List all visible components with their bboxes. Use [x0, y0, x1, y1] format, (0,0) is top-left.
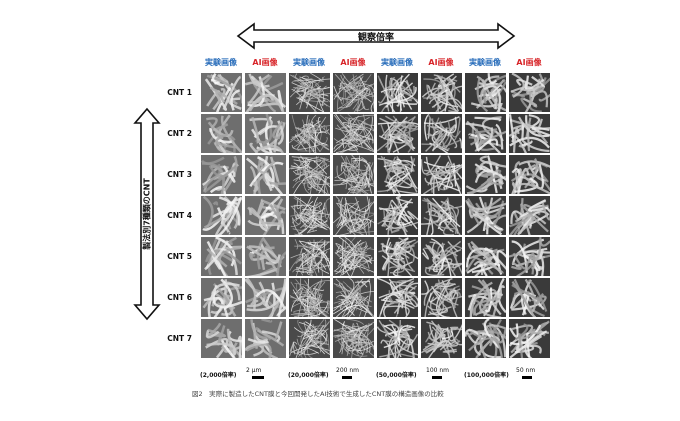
magnification-axis-label: 観察倍率: [357, 33, 394, 43]
sem-image-ai-r6-c8: [508, 277, 551, 318]
sem-image-exp-r1-c3: [288, 72, 331, 113]
sem-image-exp-r7-c7: [464, 318, 507, 359]
magnification-label-4: (100,000倍率): [464, 372, 509, 379]
sem-image-exp-r2-c7: [464, 113, 507, 154]
sem-image-exp-r2-c1: [200, 113, 243, 154]
sem-image-grid: [200, 72, 551, 362]
sem-image-exp-r4-c7: [464, 195, 507, 236]
row-label-3: CNT 3: [167, 170, 192, 179]
sem-image-exp-r6-c3: [288, 277, 331, 318]
column-header-1: 実験画像: [205, 58, 237, 67]
row-label-6: CNT 6: [167, 293, 192, 302]
scale-bar-2: [342, 376, 352, 379]
sem-image-exp-r4-c5: [376, 195, 419, 236]
sem-image-ai-r6-c2: [244, 277, 287, 318]
sem-image-exp-r6-c1: [200, 277, 243, 318]
sem-image-ai-r1-c6: [420, 72, 463, 113]
row-label-5: CNT 5: [167, 252, 192, 261]
sem-image-ai-r3-c2: [244, 154, 287, 195]
sem-image-ai-r7-c8: [508, 318, 551, 359]
sem-image-ai-r7-c4: [332, 318, 375, 359]
scale-bar-3: [432, 376, 442, 379]
sem-image-ai-r7-c2: [244, 318, 287, 359]
sem-image-exp-r5-c7: [464, 236, 507, 277]
column-header-5: 実験画像: [381, 58, 413, 67]
sem-image-exp-r7-c1: [200, 318, 243, 359]
scale-bar-label-4: 50 nm: [516, 367, 536, 374]
sem-image-ai-r3-c8: [508, 154, 551, 195]
sem-image-ai-r2-c2: [244, 113, 287, 154]
sem-image-ai-r4-c8: [508, 195, 551, 236]
sem-image-ai-r5-c8: [508, 236, 551, 277]
scale-bar-4: [522, 376, 532, 379]
row-label-2: CNT 2: [167, 129, 192, 138]
scale-bar-1: [252, 376, 264, 379]
sem-image-ai-r5-c2: [244, 236, 287, 277]
cnt-type-axis-label: 製法別7種類のCNT: [142, 178, 152, 250]
scale-bar-label-3: 100 nm: [426, 367, 450, 374]
sem-image-ai-r6-c6: [420, 277, 463, 318]
sem-image-exp-r1-c1: [200, 72, 243, 113]
sem-image-ai-r3-c6: [420, 154, 463, 195]
column-header-8: AI画像: [516, 58, 542, 67]
sem-image-ai-r4-c2: [244, 195, 287, 236]
sem-image-exp-r5-c5: [376, 236, 419, 277]
sem-image-ai-r7-c6: [420, 318, 463, 359]
sem-image-exp-r4-c1: [200, 195, 243, 236]
magnification-label-1: (2,000倍率): [200, 372, 237, 379]
horizontal-double-arrow-icon: [236, 22, 516, 50]
sem-image-exp-r5-c3: [288, 236, 331, 277]
column-header-2: AI画像: [252, 58, 278, 67]
sem-image-ai-r1-c2: [244, 72, 287, 113]
scale-bar-label-1: 2 μm: [246, 367, 262, 374]
scale-bar-label-2: 200 nm: [336, 367, 360, 374]
row-label-4: CNT 4: [167, 211, 192, 220]
sem-image-exp-r3-c5: [376, 154, 419, 195]
sem-image-ai-r4-c6: [420, 195, 463, 236]
sem-image-exp-r3-c7: [464, 154, 507, 195]
sem-image-exp-r1-c7: [464, 72, 507, 113]
sem-image-exp-r4-c3: [288, 195, 331, 236]
sem-image-exp-r1-c5: [376, 72, 419, 113]
sem-image-exp-r6-c7: [464, 277, 507, 318]
sem-image-exp-r2-c3: [288, 113, 331, 154]
magnification-label-3: (50,000倍率): [376, 372, 417, 379]
column-header-3: 実験画像: [293, 58, 325, 67]
column-header-7: 実験画像: [469, 58, 501, 67]
sem-image-ai-r6-c4: [332, 277, 375, 318]
sem-image-exp-r3-c1: [200, 154, 243, 195]
sem-image-ai-r5-c4: [332, 236, 375, 277]
sem-image-exp-r2-c5: [376, 113, 419, 154]
row-label-1: CNT 1: [167, 88, 192, 97]
sem-image-ai-r1-c4: [332, 72, 375, 113]
sem-image-exp-r7-c3: [288, 318, 331, 359]
sem-image-ai-r3-c4: [332, 154, 375, 195]
row-label-7: CNT 7: [167, 334, 192, 343]
vertical-double-arrow-icon: [133, 107, 161, 321]
sem-image-ai-r5-c6: [420, 236, 463, 277]
column-header-4: AI画像: [340, 58, 366, 67]
sem-image-exp-r3-c3: [288, 154, 331, 195]
sem-image-ai-r4-c4: [332, 195, 375, 236]
sem-image-ai-r2-c8: [508, 113, 551, 154]
figure-caption: 図2 実際に製造したCNT膜と今回開発したAI技術で生成したCNT膜の構造画像の…: [192, 390, 444, 398]
sem-image-exp-r6-c5: [376, 277, 419, 318]
sem-image-exp-r7-c5: [376, 318, 419, 359]
magnification-label-2: (20,000倍率): [288, 372, 329, 379]
sem-image-ai-r2-c6: [420, 113, 463, 154]
column-header-6: AI画像: [428, 58, 454, 67]
sem-image-ai-r2-c4: [332, 113, 375, 154]
sem-image-exp-r5-c1: [200, 236, 243, 277]
sem-image-ai-r1-c8: [508, 72, 551, 113]
